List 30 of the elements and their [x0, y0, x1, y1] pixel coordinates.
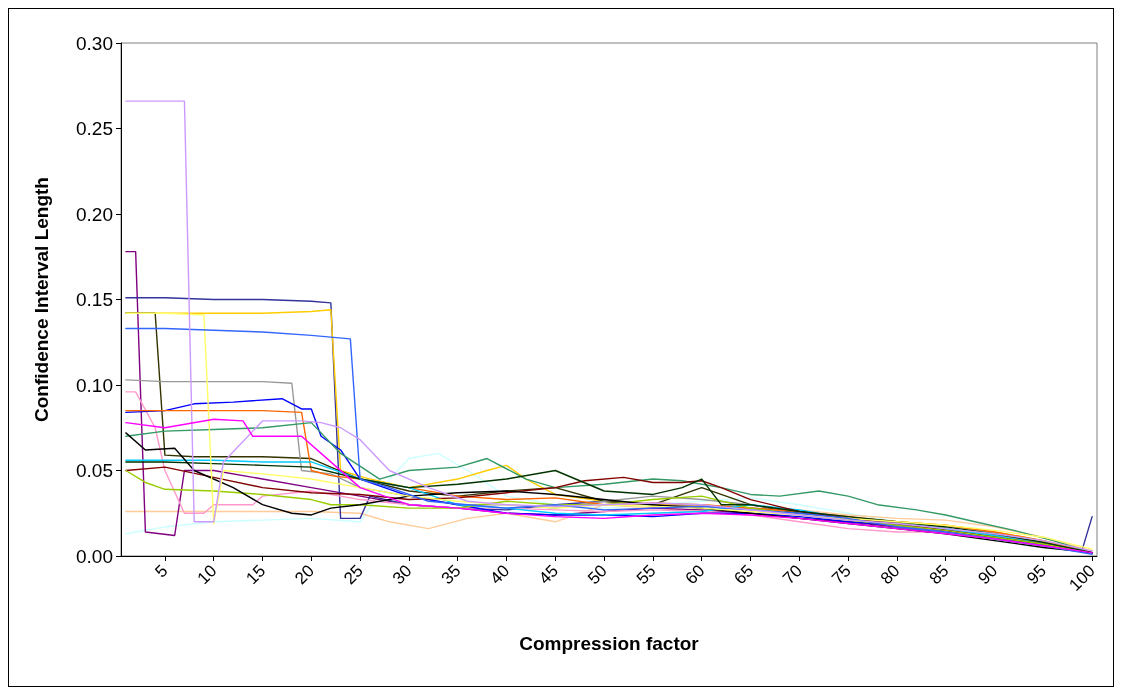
x-tick-label: 5 — [151, 561, 172, 582]
x-tick-label: 85 — [925, 561, 953, 589]
x-tick-label: 90 — [974, 561, 1002, 589]
y-tick-label: 0.05 — [76, 460, 113, 481]
x-tick-label: 80 — [876, 561, 904, 589]
x-tick-label: 65 — [730, 561, 758, 589]
y-tick-label: 0.25 — [76, 118, 113, 139]
x-tick-label: 100 — [1065, 561, 1099, 595]
y-tick-label: 0.20 — [76, 203, 113, 225]
x-tick-label: 35 — [437, 561, 465, 589]
x-axis-title: Compression factor — [519, 633, 700, 654]
x-tick-label: 10 — [193, 561, 221, 589]
x-tick-label: 55 — [632, 561, 660, 589]
x-tick-label: 40 — [486, 561, 514, 589]
y-tick-label: 0.30 — [76, 32, 113, 54]
x-tick-label: 20 — [291, 561, 319, 589]
y-tick-label: 0.10 — [76, 374, 113, 396]
y-tick-label: 0.15 — [76, 289, 113, 310]
x-tick-label: 15 — [242, 561, 270, 589]
x-tick-label: 50 — [584, 561, 611, 589]
x-tick-label: 45 — [535, 561, 563, 589]
x-tick-label: 25 — [340, 561, 367, 589]
x-tick-label: 75 — [828, 561, 855, 589]
x-tick-label: 70 — [779, 561, 807, 589]
x-tick-label: 30 — [388, 561, 416, 589]
y-tick-label: 0.00 — [76, 545, 113, 567]
line-series — [125, 100, 1093, 552]
x-tick-label: 60 — [681, 561, 709, 589]
y-axis-title: Confidence Interval Length — [31, 177, 52, 422]
x-tick-label: 95 — [1023, 561, 1051, 589]
